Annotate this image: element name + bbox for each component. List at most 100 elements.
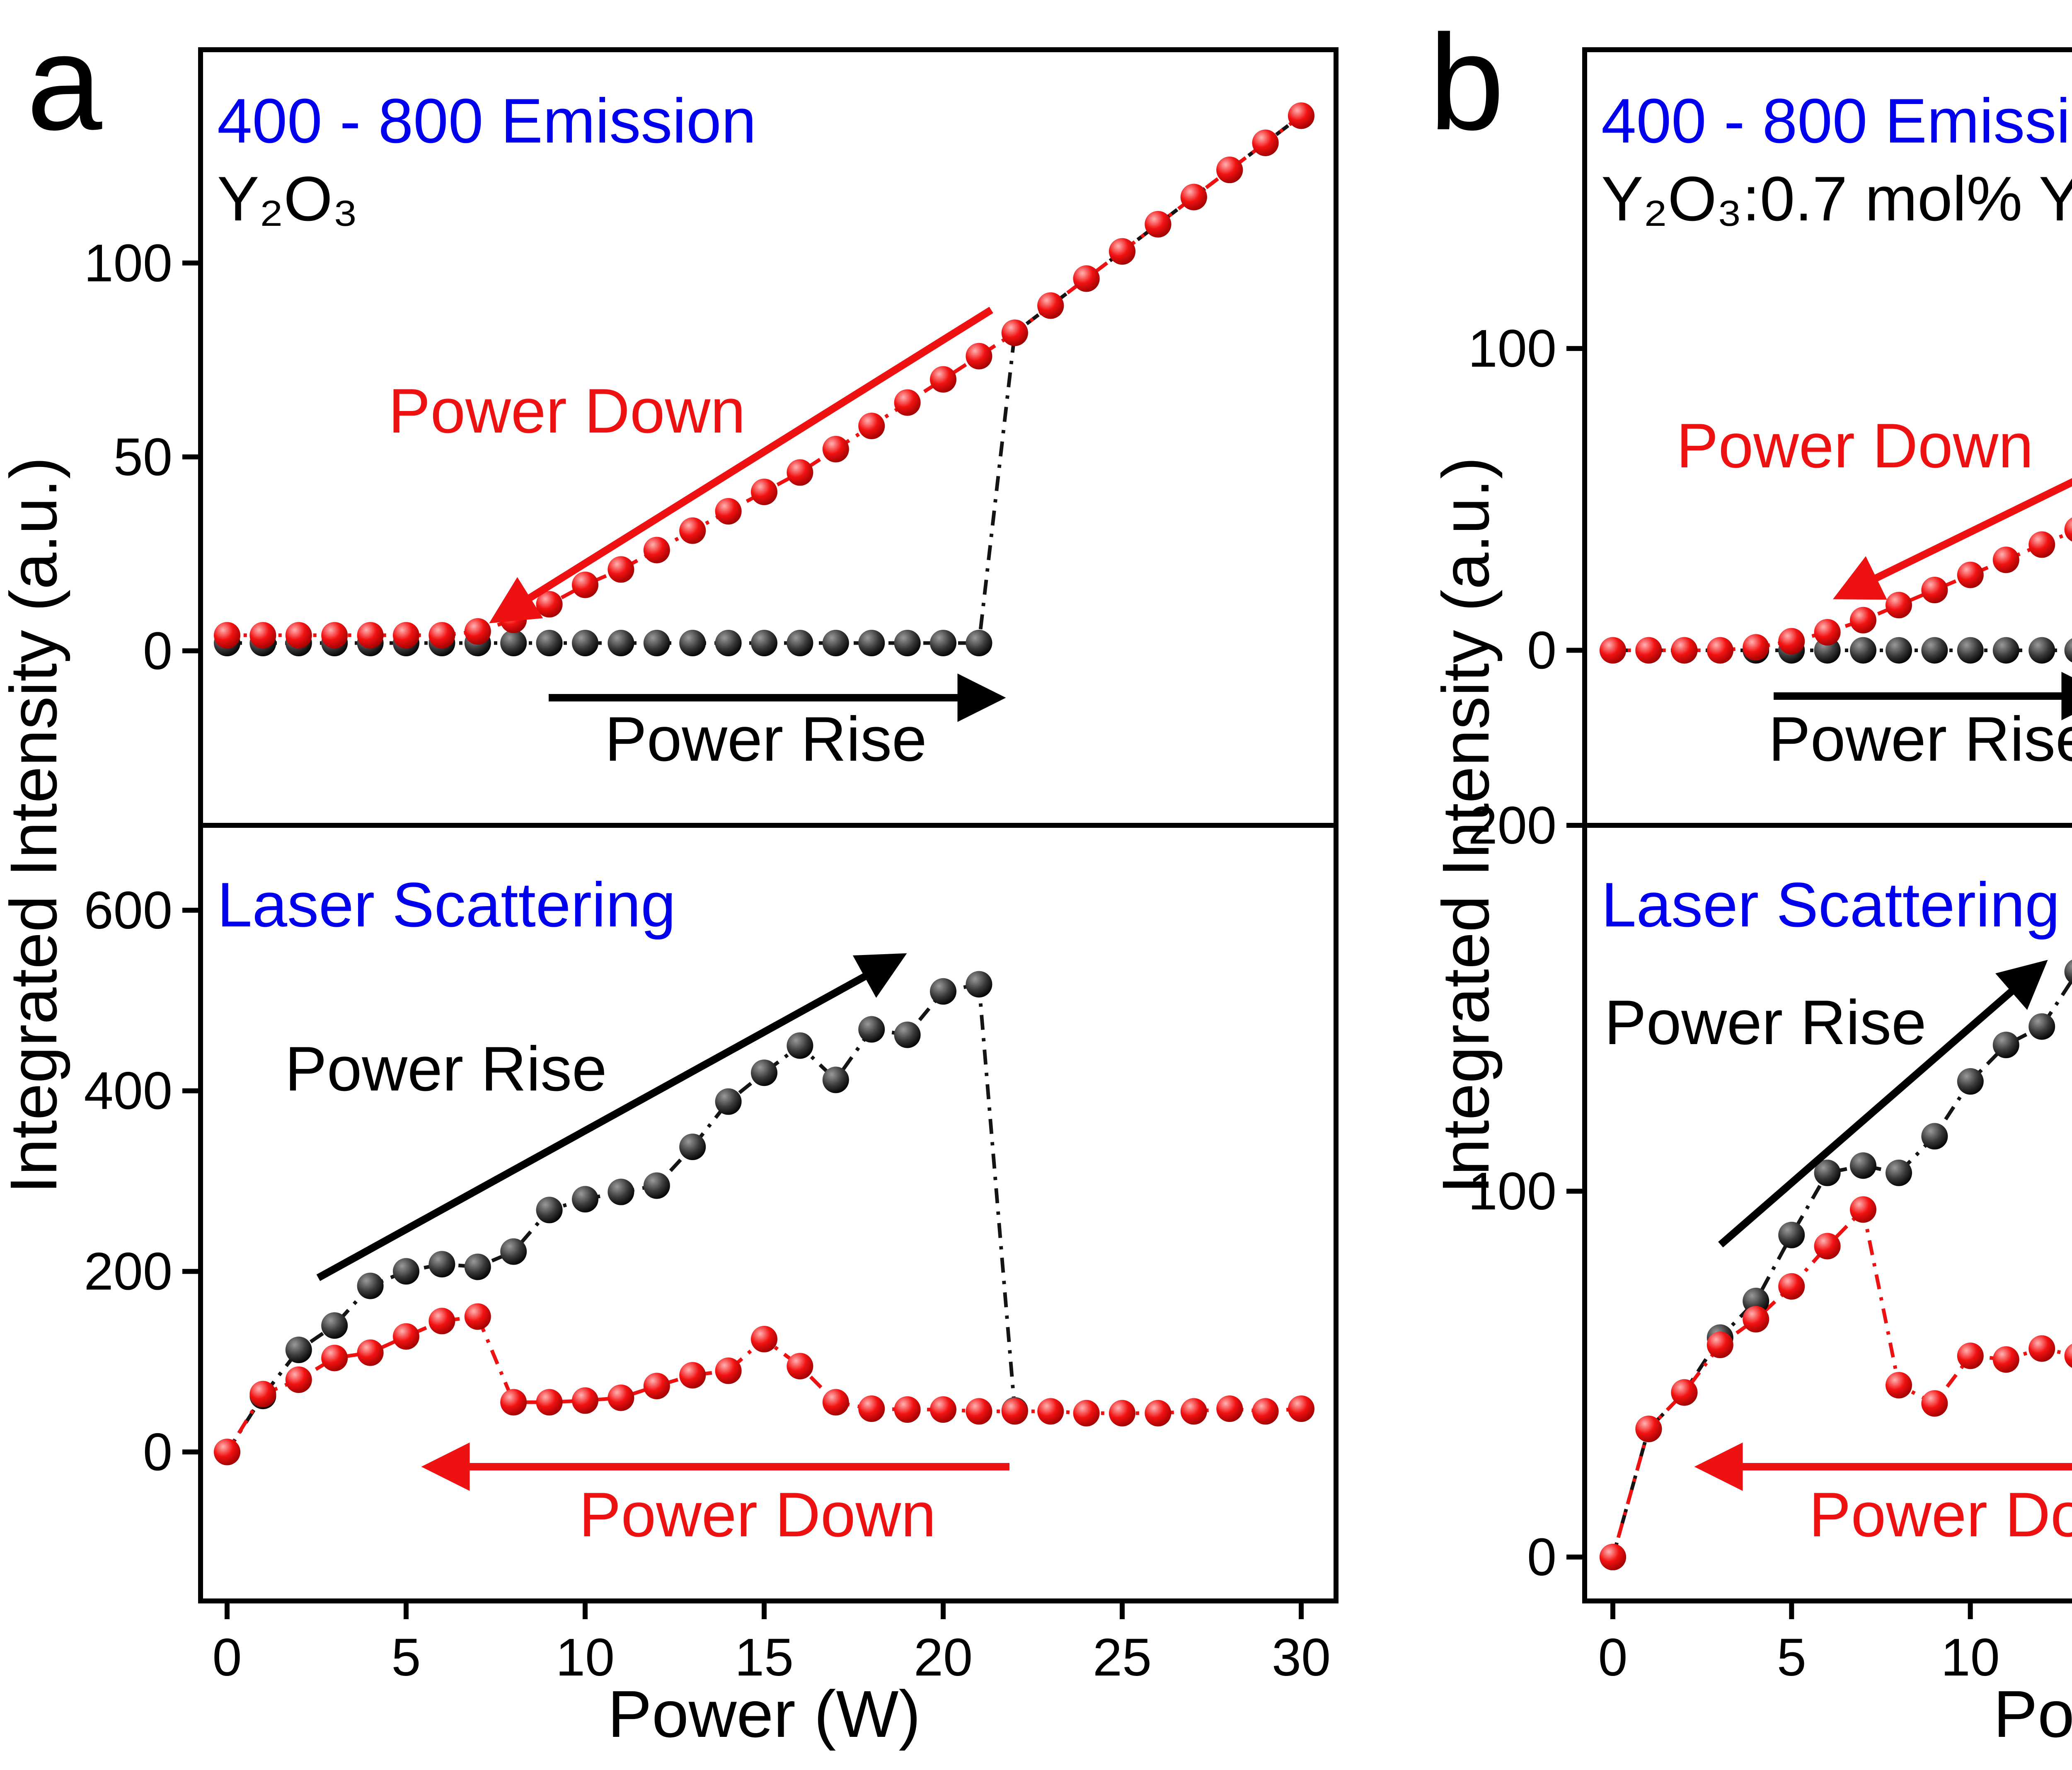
data-point-red: [966, 343, 992, 370]
data-point-black: [1992, 1032, 2019, 1058]
data-point-red: [1288, 102, 1314, 129]
data-point-red: [1778, 1273, 1805, 1300]
y-tick-label: 0: [1527, 1528, 1556, 1587]
data-point-red: [357, 1339, 384, 1366]
data-point-black: [428, 1251, 455, 1278]
data-point-red: [393, 622, 419, 649]
x-tick-label: 15: [735, 1628, 794, 1687]
data-point-red: [1886, 592, 1912, 619]
data-point-black: [894, 1021, 921, 1048]
data-point-red: [1109, 238, 1135, 265]
data-point-red: [966, 1398, 992, 1425]
data-point-black: [2064, 638, 2072, 663]
data-point-black: [536, 630, 563, 656]
data-point-red: [930, 366, 956, 393]
data-point-black: [1992, 637, 2019, 664]
power-rise-label-b-emission: Power Rise: [1768, 704, 2072, 774]
plot-frame: [1582, 47, 2072, 828]
data-point-black: [321, 1312, 348, 1339]
data-point-black: [393, 1258, 419, 1285]
data-point-red: [572, 1387, 598, 1414]
data-point-red: [428, 1308, 455, 1335]
data-point-red: [1216, 157, 1243, 183]
data-point-black: [643, 1172, 670, 1199]
data-point-red: [751, 479, 777, 505]
data-point-red: [428, 622, 455, 649]
data-point-red: [1850, 1196, 1876, 1223]
y-axis-label-b: Integrated Intensity (a.u.): [1428, 457, 1503, 1194]
data-point-red: [643, 1373, 670, 1400]
plot-frame: [198, 823, 1339, 1603]
data-point-red: [1073, 1400, 1100, 1427]
data-point-black: [751, 630, 777, 656]
chart-title-a-emission: 400 - 800 Emission: [217, 86, 756, 156]
data-point-red: [1671, 1379, 1698, 1406]
data-point-red: [321, 1344, 348, 1371]
data-point-red: [1600, 637, 1626, 664]
data-point-red: [285, 1366, 312, 1393]
power-down-label-a-scattering: Power Down: [579, 1480, 936, 1550]
data-point-black: [1743, 1288, 1769, 1314]
data-point-black: [1957, 1068, 1984, 1095]
data-point-red: [858, 1395, 885, 1422]
data-point-red: [643, 537, 670, 563]
data-point-black: [787, 1032, 813, 1059]
x-tick-label: 5: [391, 1628, 421, 1687]
data-point-black: [1957, 637, 1984, 664]
y-tick-label: 0: [143, 1422, 172, 1482]
power-down-arrow-b-emission: [1832, 478, 2072, 600]
data-point-black: [679, 1134, 706, 1160]
data-point-black: [715, 1088, 742, 1115]
power-rise-arrow-a-scattering: [316, 953, 907, 1281]
data-point-black: [822, 1066, 849, 1093]
x-axis-label-a: Power (W): [608, 1677, 921, 1751]
data-point-red: [715, 1357, 742, 1384]
y-tick-label: 200: [84, 1242, 172, 1301]
data-point-red: [679, 1362, 706, 1389]
data-point-red: [894, 389, 921, 416]
data-point-black: [285, 1337, 312, 1363]
data-point-red: [285, 622, 312, 649]
data-point-black: [679, 630, 706, 656]
data-point-red: [715, 498, 742, 525]
data-point-red: [1743, 634, 1769, 661]
data-point-red: [1252, 1398, 1279, 1425]
chart-title-b-emission: 400 - 800 Emission: [1601, 86, 2072, 156]
data-point-red: [1886, 1372, 1912, 1399]
data-point-black: [966, 971, 992, 998]
data-point-red: [894, 1396, 921, 1423]
data-point-black: [966, 630, 992, 656]
plot-frame: [1582, 823, 2072, 1603]
data-point-red: [1073, 265, 1100, 292]
data-point-red: [249, 1381, 276, 1407]
data-point-red: [1635, 637, 1662, 664]
data-point-black: [930, 978, 956, 1005]
data-point-red: [1921, 1390, 1948, 1417]
data-point-red: [1109, 1400, 1135, 1427]
panel-letter-b: b: [1429, 6, 1504, 158]
data-point-red: [1921, 577, 1948, 603]
data-point-black: [500, 630, 527, 656]
data-point-red: [1180, 184, 1207, 210]
data-point-red: [1145, 1400, 1172, 1427]
data-point-red: [858, 413, 885, 439]
data-point-red: [1814, 619, 1841, 646]
data-point-black: [1886, 1159, 1912, 1186]
data-point-black: [1778, 1221, 1805, 1248]
data-point-black: [1850, 1152, 1876, 1179]
data-point-red: [1180, 1398, 1207, 1425]
data-point-black: [357, 1272, 384, 1299]
y-tick-label: 600: [84, 881, 172, 940]
x-tick-label: 0: [1598, 1628, 1627, 1687]
data-point-red: [1814, 1233, 1841, 1260]
data-point-red: [751, 1326, 777, 1352]
y-tick-label: 200: [1468, 796, 1556, 855]
data-point-red: [608, 556, 634, 583]
data-point-black: [1921, 637, 1948, 664]
data-point-red: [1706, 1332, 1733, 1358]
data-point-red: [1037, 1398, 1064, 1425]
sample-label-b: Y₂O₃:0.7 mol% Yb: [1601, 164, 2072, 234]
data-point-red: [822, 1389, 849, 1416]
data-point-black: [858, 1016, 885, 1043]
